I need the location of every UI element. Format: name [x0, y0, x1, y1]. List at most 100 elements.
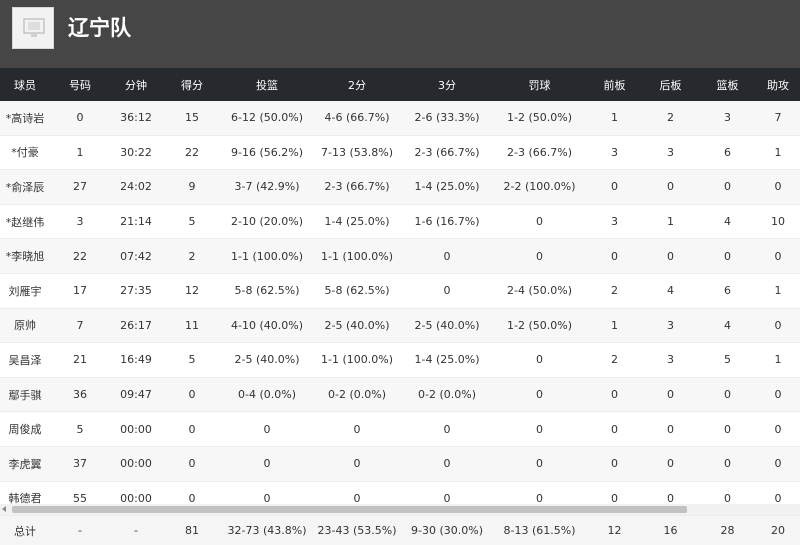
col-header-3pt: 3分	[402, 68, 492, 101]
stat-cell: 2-3 (66.7%)	[492, 135, 587, 171]
stat-cell: 2-10 (20.0%)	[222, 204, 312, 240]
stat-cell: 0-2 (0.0%)	[312, 377, 402, 413]
stat-cell: 0	[587, 446, 642, 482]
stat-cell: 3-7 (42.9%)	[222, 169, 312, 205]
table-row: 原帅 7 26:17 11 4-10 (40.0%) 2-5 (40.0%) 2-5 (40…	[0, 308, 800, 344]
stat-cell: 0	[756, 377, 800, 413]
stat-cell: 0	[699, 446, 756, 482]
stat-cell: 0	[642, 169, 699, 205]
stat-cell: 0	[642, 238, 699, 274]
stat-cell: 26:17	[110, 308, 162, 344]
stat-cell: 36:12	[110, 101, 162, 136]
stat-cell: 6-12 (50.0%)	[222, 101, 312, 136]
stat-cell: 1-1 (100.0%)	[222, 238, 312, 274]
stat-cell: 22	[50, 238, 110, 274]
scrollbar-thumb[interactable]	[12, 506, 687, 513]
stat-cell: 3	[587, 135, 642, 171]
player-name-cell: 原帅	[0, 308, 50, 344]
stat-cell: 16:49	[110, 342, 162, 378]
stat-cell: 3	[642, 135, 699, 171]
stat-cell: 3	[587, 204, 642, 240]
stat-cell: 0-4 (0.0%)	[222, 377, 312, 413]
col-header-ast: 助攻	[756, 68, 800, 101]
stat-cell: 0	[312, 411, 402, 447]
box-score-table: 球员 号码 分钟 得分 投篮 2分 3分 罚球 前板 后板 篮板 助攻 *高诗岩…	[0, 68, 800, 517]
stat-cell: 5	[162, 204, 222, 240]
table-row: 周俊成 5 00:00 0 0 0 0 0 0 0 0 0	[0, 411, 800, 447]
stat-cell: 21	[50, 342, 110, 378]
stat-cell: 2-5 (40.0%)	[312, 308, 402, 344]
stat-cell: 12	[162, 273, 222, 309]
horizontal-scrollbar[interactable]	[0, 504, 800, 515]
stat-cell: 4	[699, 204, 756, 240]
stat-cell: 36	[50, 377, 110, 413]
stat-cell: 0	[642, 377, 699, 413]
stat-cell: 1	[756, 273, 800, 309]
stat-cell: 7	[756, 101, 800, 136]
stat-cell: 1	[756, 342, 800, 378]
stat-cell: 6	[699, 135, 756, 171]
stat-cell: 7	[50, 308, 110, 344]
stat-cell: 0	[587, 411, 642, 447]
stat-cell: 4	[699, 308, 756, 344]
col-header-points: 得分	[162, 68, 222, 101]
totals-cell: -	[110, 516, 162, 545]
table-row: 李虎翼 37 00:00 0 0 0 0 0 0 0 0 0	[0, 446, 800, 482]
player-name-cell: 周俊成	[0, 411, 50, 447]
stat-cell: 0	[642, 411, 699, 447]
player-name-cell: 李虎翼	[0, 446, 50, 482]
col-header-reb: 篮板	[699, 68, 756, 101]
totals-cell: 81	[162, 516, 222, 545]
stat-cell: 1-6 (16.7%)	[402, 204, 492, 240]
stat-cell: 2-6 (33.3%)	[402, 101, 492, 136]
stat-cell: 0	[756, 446, 800, 482]
totals-label: 总计	[0, 516, 50, 545]
table-row: 吴昌泽 21 16:49 5 2-5 (40.0%) 1-1 (100.0%) 1-4 (2…	[0, 342, 800, 378]
player-name-cell: *赵继伟	[0, 204, 50, 240]
col-header-minutes: 分钟	[110, 68, 162, 101]
stat-cell: 2-3 (66.7%)	[312, 169, 402, 205]
stat-cell: 0	[492, 377, 587, 413]
stat-cell: 5	[162, 342, 222, 378]
stat-cell: 0	[402, 273, 492, 309]
stat-cell: 2-5 (40.0%)	[222, 342, 312, 378]
totals-cell: 8-13 (61.5%)	[492, 516, 587, 545]
player-name-cell: 鄢手骐	[0, 377, 50, 413]
col-header-2pt: 2分	[312, 68, 402, 101]
table-header-row: 球员 号码 分钟 得分 投篮 2分 3分 罚球 前板 后板 篮板 助攻	[0, 68, 800, 101]
stat-cell: 00:00	[110, 411, 162, 447]
stat-cell: 37	[50, 446, 110, 482]
stat-cell: 07:42	[110, 238, 162, 274]
stat-cell: 9-16 (56.2%)	[222, 135, 312, 171]
table-row: *李晓旭 22 07:42 2 1-1 (100.0%) 1-1 (100.0%) 0 0 0 0…	[0, 238, 800, 274]
stat-cell: 0	[492, 204, 587, 240]
stat-cell: 2	[162, 238, 222, 274]
stat-cell: 4-10 (40.0%)	[222, 308, 312, 344]
team-logo-placeholder-icon	[23, 18, 45, 37]
team-name: 辽宁队	[68, 16, 131, 40]
stat-cell: 0	[642, 446, 699, 482]
stat-cell: 2-2 (100.0%)	[492, 169, 587, 205]
stat-cell: 0	[402, 411, 492, 447]
scroll-left-arrow-icon[interactable]	[2, 506, 6, 512]
stat-cell: 5-8 (62.5%)	[312, 273, 402, 309]
stat-cell: 0	[699, 238, 756, 274]
stat-cell: 1-1 (100.0%)	[312, 238, 402, 274]
stat-cell: 0	[402, 238, 492, 274]
stat-cell: 0	[162, 446, 222, 482]
stat-cell: 0	[222, 446, 312, 482]
stat-cell: 27:35	[110, 273, 162, 309]
stat-cell: 6	[699, 273, 756, 309]
stat-cell: 1	[756, 135, 800, 171]
stat-cell: 1-4 (25.0%)	[312, 204, 402, 240]
totals-cell: 16	[642, 516, 699, 545]
stat-cell: 0	[492, 238, 587, 274]
totals-cell: -	[50, 516, 110, 545]
stat-cell: 0	[699, 169, 756, 205]
col-header-dreb: 后板	[642, 68, 699, 101]
player-name-cell: *俞泽辰	[0, 169, 50, 205]
stat-cell: 1	[587, 101, 642, 136]
totals-cell: 12	[587, 516, 642, 545]
col-header-ft: 罚球	[492, 68, 587, 101]
stat-cell: 4	[642, 273, 699, 309]
